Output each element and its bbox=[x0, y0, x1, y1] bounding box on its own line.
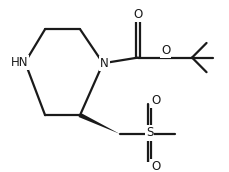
Text: O: O bbox=[133, 8, 142, 21]
Polygon shape bbox=[78, 113, 119, 134]
Text: O: O bbox=[160, 44, 169, 57]
Text: O: O bbox=[151, 94, 160, 107]
Text: S: S bbox=[145, 126, 153, 139]
Text: N: N bbox=[99, 57, 108, 70]
Text: O: O bbox=[151, 160, 160, 172]
Text: HN: HN bbox=[11, 56, 28, 69]
